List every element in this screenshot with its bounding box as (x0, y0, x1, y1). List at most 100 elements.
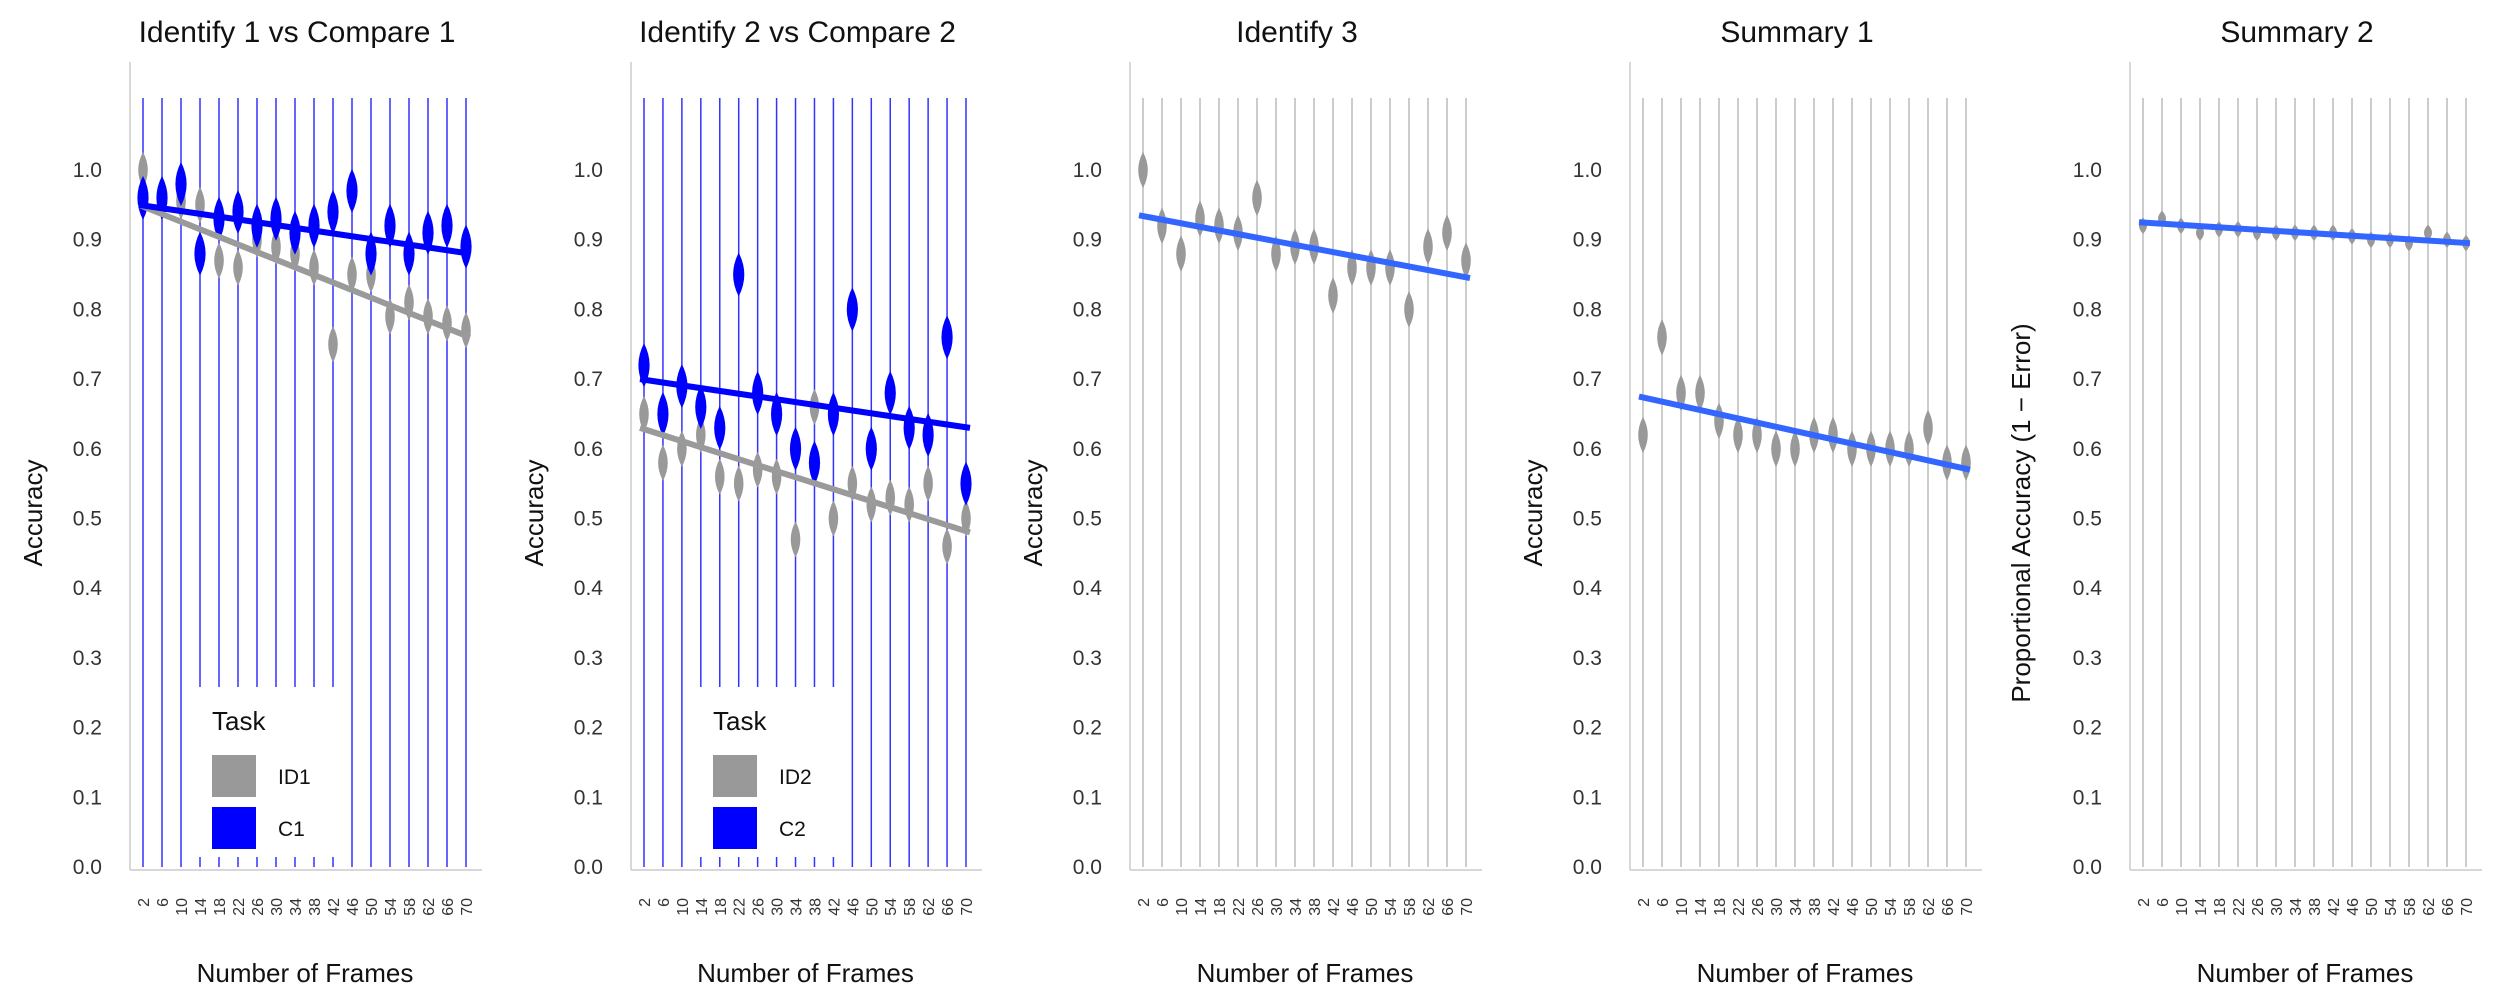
violin-id1-42 (328, 326, 338, 363)
x-tick-label: 10 (1174, 898, 1191, 916)
x-tick-label: 66 (1440, 898, 1457, 916)
violin-id2-10 (677, 430, 687, 467)
y-tick-label: 0.2 (1573, 717, 1602, 740)
y-tick-label: 0.3 (1573, 647, 1602, 670)
x-tick-label: 46 (845, 898, 862, 916)
x-tick-label: 2 (136, 898, 153, 907)
legend: Task ID1 C1 (192, 687, 347, 857)
violin-series-30 (1771, 430, 1781, 467)
x-tick-label: 62 (1421, 898, 1438, 916)
y-tick-label: 0.9 (1573, 229, 1602, 252)
x-tick-label: 26 (751, 898, 768, 916)
x-tick-label: 58 (1402, 898, 1419, 916)
x-tick-label: 46 (1345, 898, 1362, 916)
x-tick-label: 30 (770, 898, 787, 916)
y-tick-label: 0.3 (2073, 647, 2102, 670)
chart-panel-2: Identify 2 vs Compare 2 0.0 0.1 0.2 0.3 0.4 0.… (519, 16, 982, 988)
violin-c2-6 (657, 391, 669, 436)
x-tick-label: 70 (1959, 898, 1976, 916)
x-tick-label: 50 (1864, 898, 1881, 916)
chart-panel-5: Summary 2 0.0 0.1 0.2 0.3 0.4 0.5 0.6 0.7 0.8 0.9 1… (2006, 16, 2482, 988)
violin-series-14 (1195, 200, 1205, 237)
x-tick-label: 22 (231, 898, 248, 916)
chart-panel-3: Identify 3 0.0 0.1 0.2 0.3 0.4 0.5 0.6 0.7 0.8 0.9… (1018, 16, 1482, 988)
violin-c2-46 (846, 287, 858, 332)
violin-series-70 (1461, 242, 1471, 279)
y-tick-label: 1.0 (2073, 159, 2102, 182)
y-tick-label: 0.7 (1573, 368, 1602, 391)
y-tick-label: 0.8 (1573, 298, 1602, 321)
x-tick-label: 38 (1807, 898, 1824, 916)
x-tick-label: 22 (1731, 898, 1748, 916)
y-axis-label: Accuracy (1018, 460, 1048, 567)
violin-id1-14 (195, 186, 205, 223)
violin-c1-62 (422, 210, 434, 255)
x-tick-label: 70 (459, 898, 476, 916)
x-tick-label: 70 (959, 898, 976, 916)
legend-swatch (212, 807, 256, 849)
x-tick-label: 62 (921, 898, 938, 916)
chart-panel-1: Identify 1 vs Compare 1 0.0 0.1 0.2 0.3 0.4 0.… (18, 16, 482, 988)
y-tick-label: 0.9 (73, 229, 102, 252)
x-tick-label: 18 (1712, 898, 1729, 916)
x-tick-label: 58 (902, 898, 919, 916)
violin-id2-42 (828, 500, 839, 537)
x-tick-label: 6 (1655, 898, 1672, 907)
x-tick-label: 38 (807, 898, 824, 916)
violin-id1-18 (214, 242, 224, 279)
legend-label: ID1 (278, 766, 311, 789)
x-tick-label: 10 (675, 898, 692, 916)
violin-series-6 (1157, 207, 1167, 244)
legend-swatch (713, 807, 757, 849)
chart-panel-4: Summary 1 0.0 0.1 0.2 0.3 0.4 0.5 0.6 0.7 0.8 0.9 1… (1518, 16, 1982, 988)
x-tick-label: 2 (1636, 898, 1653, 907)
violin-id2-30 (771, 458, 782, 495)
y-tick-label: 0.0 (73, 856, 102, 879)
x-tick-label: 54 (1383, 898, 1400, 916)
x-tick-label: 50 (864, 898, 881, 916)
y-tick-label: 0.2 (574, 717, 603, 740)
violin-series-10 (1176, 235, 1186, 272)
y-tick-label: 0.7 (1073, 368, 1102, 391)
violin-series-54 (1885, 430, 1895, 467)
violin-c1-66 (441, 203, 453, 248)
x-tick-label: 54 (383, 898, 400, 916)
violin-c2-58 (903, 405, 915, 450)
x-tick-label: 34 (789, 898, 806, 916)
violin-id2-50 (866, 486, 877, 523)
violin-c2-70 (960, 461, 972, 506)
violin-c2-30 (770, 391, 783, 436)
violin-id1-2 (138, 152, 148, 188)
x-tick-label: 34 (2288, 898, 2305, 916)
violin-c1-38 (308, 203, 320, 248)
x-tick-label: 34 (1288, 898, 1305, 916)
violin-id1-70 (461, 312, 471, 349)
x-tick-label: 58 (402, 898, 419, 916)
y-tick-label: 1.0 (1073, 159, 1102, 182)
x-tick-label: 26 (2250, 898, 2267, 916)
x-axis-label: Number of Frames (1697, 958, 1914, 988)
x-tick-label: 14 (1693, 898, 1710, 916)
violin-c1-14 (194, 231, 206, 276)
x-tick-label: 42 (826, 898, 843, 916)
violin-c1-70 (460, 224, 472, 269)
y-tick-label: 0.1 (1073, 786, 1102, 809)
legend-title: Task (713, 706, 767, 736)
x-tick-label: 54 (883, 898, 900, 916)
x-tick-label: 62 (1921, 898, 1938, 916)
violin-series-42 (1328, 277, 1338, 314)
violin-c2-2 (638, 343, 650, 388)
legend-label: ID2 (779, 766, 812, 789)
trend-line-id2 (639, 425, 971, 536)
x-tick-label: 18 (1212, 898, 1229, 916)
x-tick-label: 30 (1269, 898, 1286, 916)
x-tick-label: 38 (307, 898, 324, 916)
violin-series-62 (2424, 224, 2432, 241)
x-tick-label: 18 (2212, 898, 2229, 916)
x-tick-label: 14 (2193, 898, 2210, 916)
chart-title: Summary 2 (2220, 16, 2373, 49)
violin-series-18 (1714, 402, 1724, 439)
violin-series-14 (1695, 375, 1705, 412)
violin-id2-66 (942, 528, 952, 565)
violin-c1-50 (365, 231, 377, 276)
